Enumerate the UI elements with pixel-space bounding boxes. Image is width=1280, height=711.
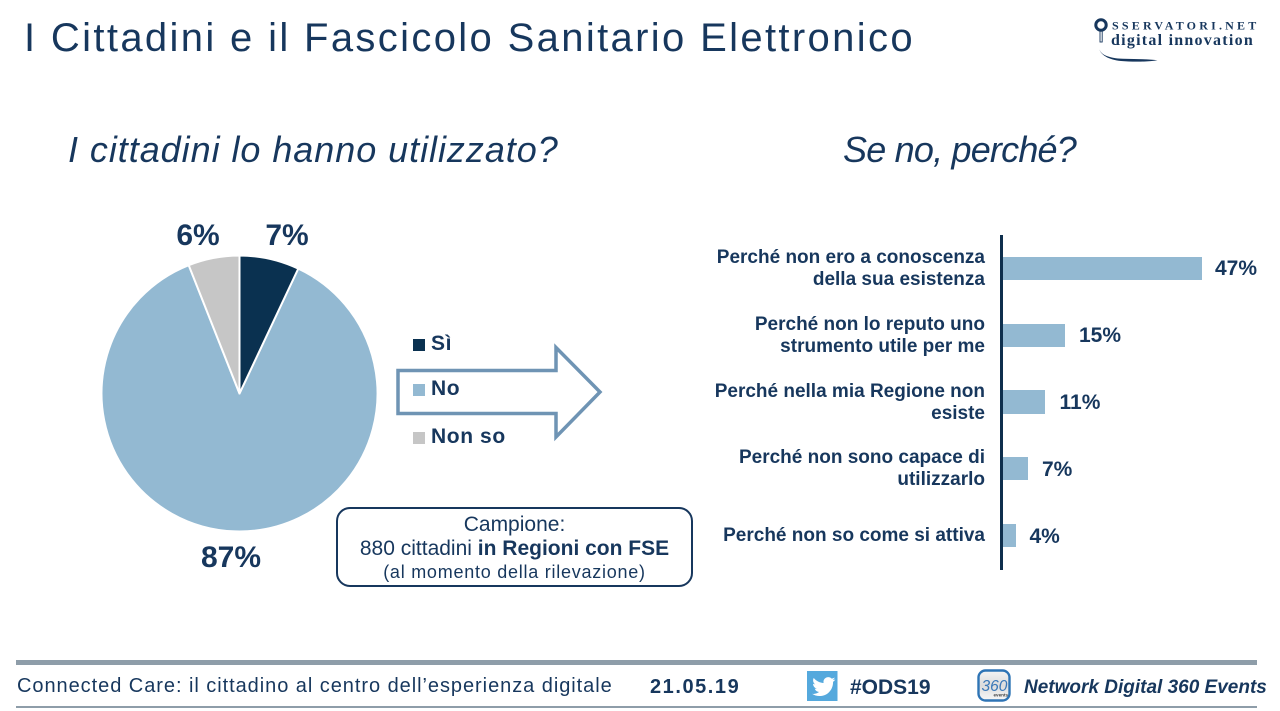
svg-text:events: events <box>994 693 1009 698</box>
svg-text:digital innovation: digital innovation <box>1111 32 1254 49</box>
svg-text:360: 360 <box>982 678 1008 695</box>
svg-text:SSERVATORI.NET: SSERVATORI.NET <box>1112 19 1259 33</box>
